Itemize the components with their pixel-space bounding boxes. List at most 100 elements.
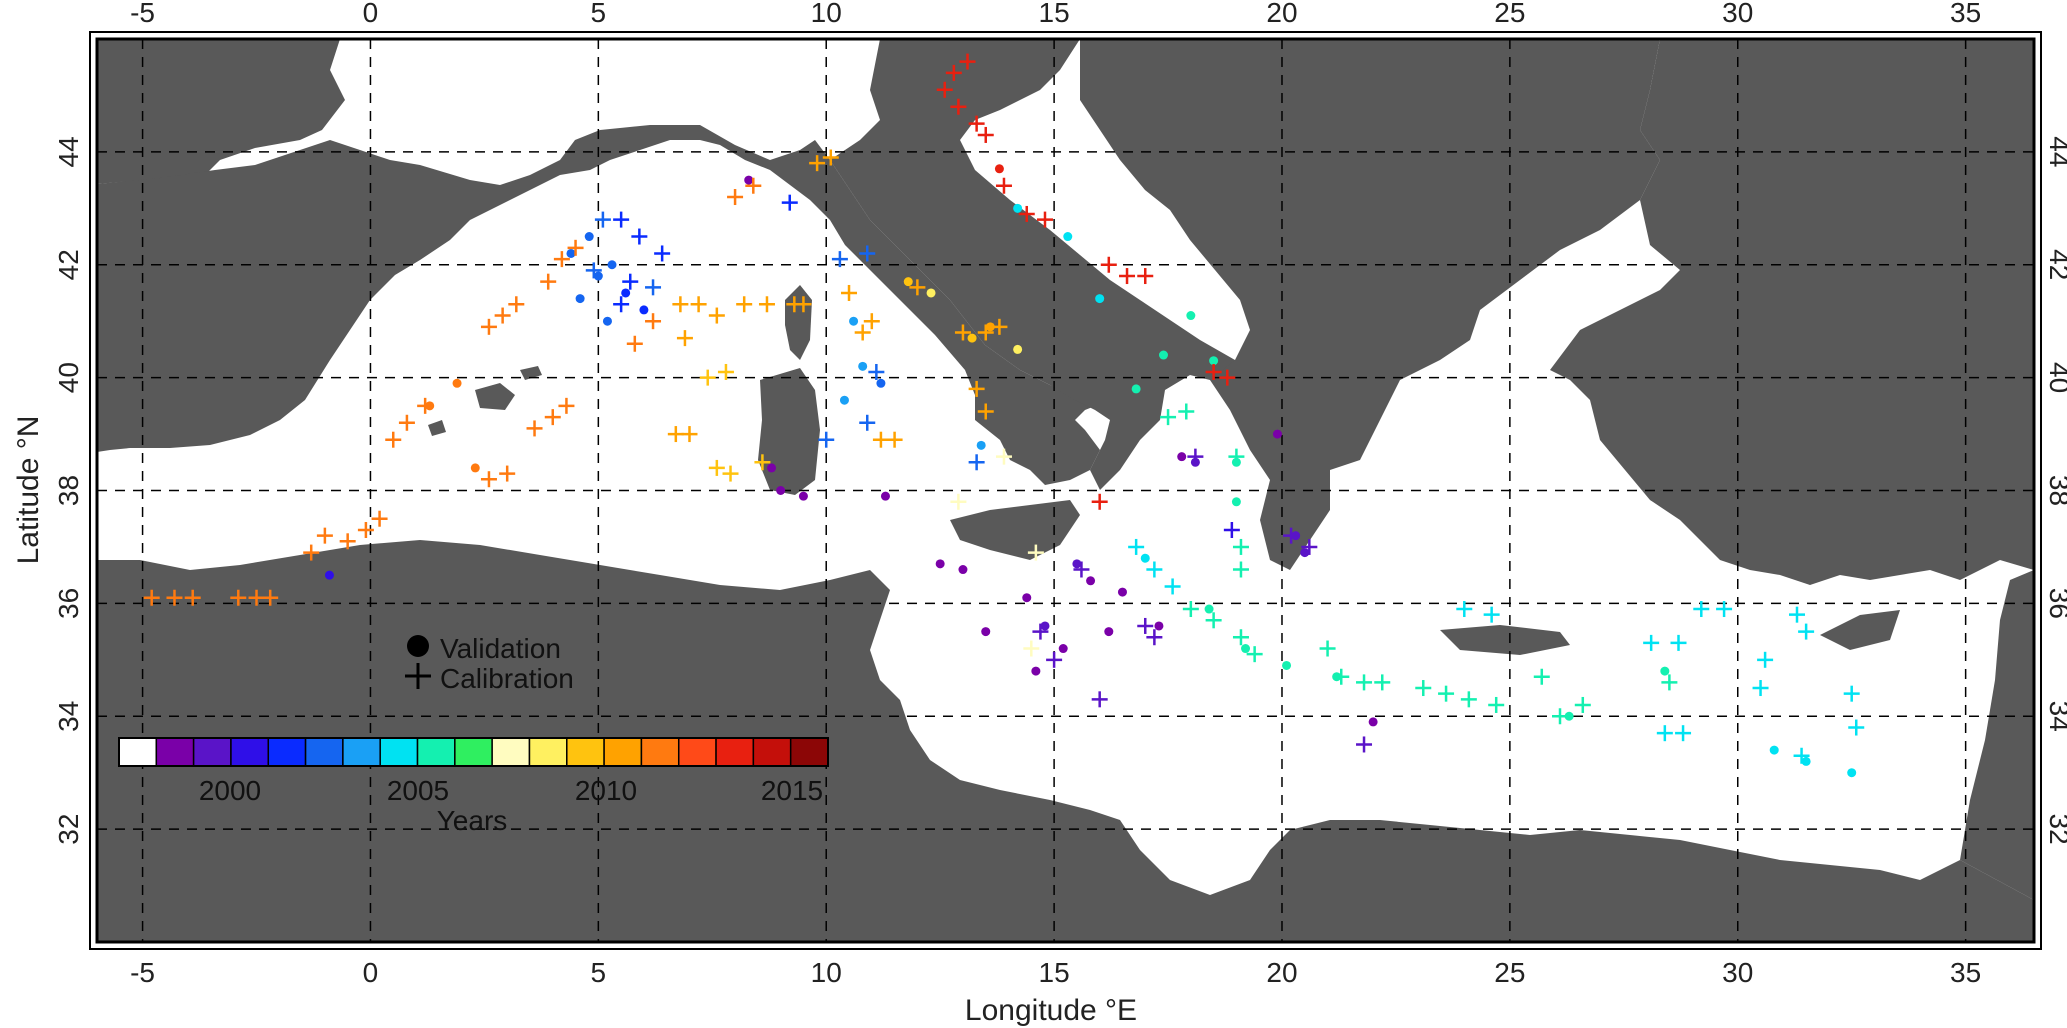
validation-point (1140, 553, 1150, 563)
y-tick-label-left: 32 (53, 814, 84, 845)
colorbar-swatch (789, 737, 829, 767)
calibration-point (1793, 747, 1810, 764)
calibration-point (1205, 612, 1222, 629)
calibration-point (872, 431, 889, 448)
calibration-point (585, 262, 602, 279)
calibration-point (1661, 674, 1678, 691)
calibration-point (1789, 606, 1806, 623)
calibration-point (371, 510, 388, 527)
validation-point (621, 288, 631, 298)
calibration-point (1023, 640, 1040, 657)
calibration-point (626, 335, 643, 352)
validation-point (324, 570, 334, 580)
x-tick-label-top: 0 (363, 0, 379, 28)
validation-point (1177, 452, 1187, 462)
calibration-point (613, 296, 630, 313)
calibration-point (303, 544, 320, 561)
validation-point (926, 288, 936, 298)
calibration-point (676, 330, 693, 347)
y-tick-label-left: 34 (53, 701, 84, 732)
calibration-point (909, 279, 926, 296)
y-tick-label-right: 44 (2044, 136, 2067, 167)
colorbar-swatch (491, 737, 531, 767)
calibration-point (945, 64, 962, 81)
calibration-point (699, 369, 716, 386)
calibration-point (708, 459, 725, 476)
calibration-point (968, 454, 985, 471)
validation-point (1013, 203, 1023, 213)
land-iberia-france (97, 39, 345, 184)
y-tick-label-left: 38 (53, 475, 84, 506)
validation-point (776, 486, 786, 495)
x-tick-label-top: 10 (811, 0, 842, 28)
land-ibiza (428, 420, 446, 436)
calibration-point (1036, 211, 1053, 228)
calibration-point (1046, 651, 1063, 668)
validation-point (958, 565, 968, 575)
calibration-point (1137, 268, 1154, 285)
validation-point (1186, 311, 1196, 321)
colorbar-tick-labels: 2000 2005 2010 2015 (199, 775, 823, 806)
colorbar-swatch (640, 737, 680, 767)
calibration-point (959, 53, 976, 70)
map-frame-outer (89, 31, 2042, 950)
calibration-point (1356, 674, 1373, 691)
calibration-point (745, 177, 762, 194)
validation-point (744, 175, 754, 185)
calibration-point (1488, 696, 1505, 713)
calibration-point (950, 493, 967, 510)
x-tick-label-bottom: -5 (130, 957, 155, 988)
calibration-point (977, 324, 994, 341)
y-tick-label-left: 40 (53, 362, 84, 393)
calibration-point (1843, 685, 1860, 702)
map-frame (95, 37, 2036, 944)
calibration-point (1574, 696, 1591, 713)
calibration-point (708, 307, 725, 324)
land-mallorca (475, 383, 515, 410)
validation-point (967, 333, 977, 343)
validation-legend-label: Validation (440, 633, 561, 664)
calibration-point (1675, 725, 1692, 742)
calibration-point (968, 115, 985, 132)
calibration-point (822, 149, 839, 166)
calibration-point (1228, 448, 1245, 465)
calibration-point (1456, 601, 1473, 618)
validation-point (1660, 666, 1670, 676)
x-tick-label-bottom: 0 (363, 957, 379, 988)
validation-point (1368, 717, 1378, 727)
x-tick-label-bottom: 35 (1950, 957, 1981, 988)
validation-point (985, 322, 995, 332)
colorbar-swatch (454, 737, 493, 767)
x-axis-top: -5 0 5 10 15 20 25 30 35 (130, 0, 1981, 28)
calibration-point (1100, 256, 1117, 273)
validation-point (593, 271, 603, 281)
calibration-point (1752, 680, 1769, 697)
calibration-point (1073, 561, 1090, 578)
calibration-point (1032, 623, 1049, 640)
validation-point (858, 361, 868, 371)
calibration-point (859, 245, 876, 262)
x-tick-label-top: 5 (591, 0, 607, 28)
validation-point (1564, 711, 1574, 721)
validation-point (1300, 548, 1310, 558)
colorbar-swatch (379, 737, 419, 767)
calibration-point (385, 431, 402, 448)
calibration-point (795, 296, 812, 313)
calibration-point (995, 177, 1012, 194)
colorbar-tick-label: 2015 (761, 775, 823, 806)
calibration-point (754, 454, 771, 471)
validation-point (1063, 232, 1073, 242)
calibration-legend-marker (405, 663, 431, 689)
calibration-point (1182, 601, 1199, 618)
validation-point (566, 248, 576, 258)
calibration-point (1187, 448, 1204, 465)
calibration-point (995, 448, 1012, 465)
calibration-point (248, 589, 265, 606)
years-colorbar: 2000 2005 2010 2015 Years (118, 737, 829, 836)
validation-point (1013, 344, 1023, 354)
validation-point (994, 164, 1004, 174)
validation-point (1104, 627, 1114, 637)
colorbar-swatch (603, 737, 643, 767)
calibration-point (1693, 601, 1710, 618)
validation-point (1204, 604, 1214, 614)
